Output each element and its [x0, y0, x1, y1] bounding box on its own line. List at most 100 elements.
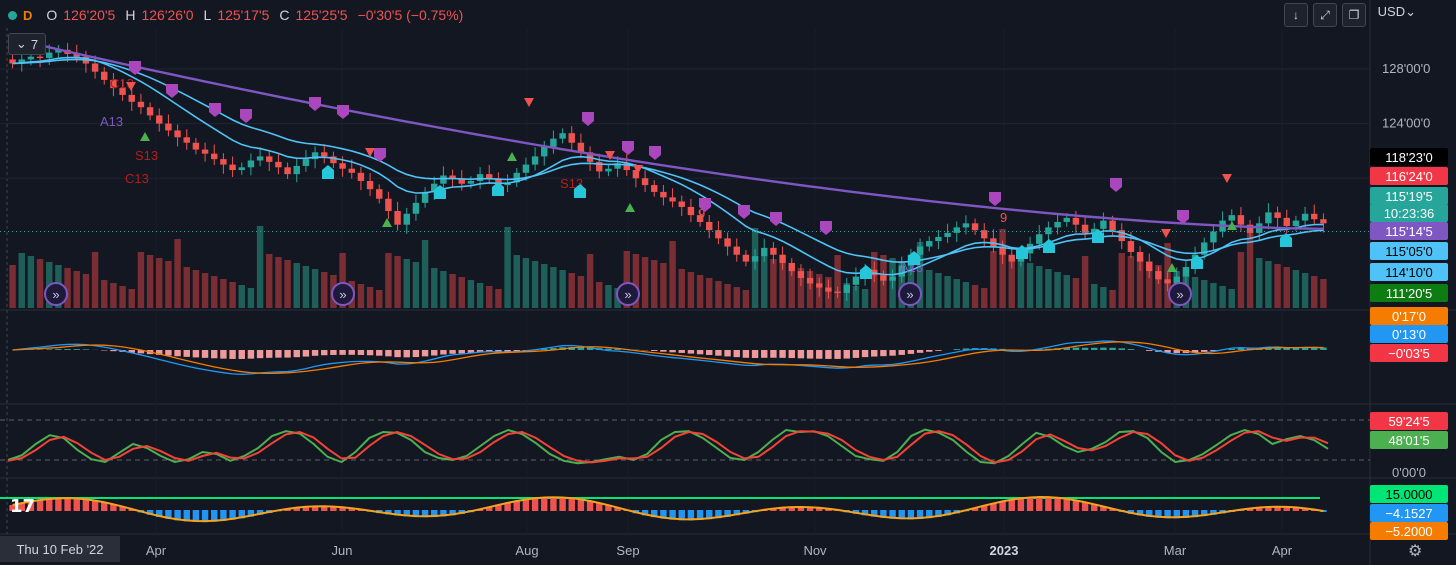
macd-histogram-bar [751, 350, 759, 359]
price-pane[interactable] [0, 37, 1370, 302]
volume-bar [1292, 270, 1300, 308]
up-triangle [1227, 221, 1237, 230]
candle [449, 175, 456, 179]
candle [403, 213, 410, 225]
macd-histogram-bar [962, 348, 970, 350]
osc-bar [889, 510, 896, 519]
volume-bar [898, 261, 905, 308]
osc-bar [971, 507, 979, 511]
osc-bar [449, 510, 456, 516]
osc-label-box [1370, 485, 1448, 503]
volume-bar [110, 283, 117, 308]
volume-bar [211, 276, 218, 308]
macd-histogram-bar [403, 350, 410, 358]
volume-bar [660, 263, 667, 308]
buy-marker [322, 165, 334, 179]
osc-bar [146, 510, 154, 515]
price-label-box [1370, 263, 1448, 281]
volume-bar [696, 275, 704, 308]
osc-bar [229, 510, 236, 520]
macd-histogram-bar [1036, 349, 1043, 350]
osc-bar [605, 505, 612, 511]
expand-button[interactable]: ⤢ [1313, 3, 1337, 27]
currency-select[interactable]: USD⌄ [1378, 4, 1416, 20]
candle [91, 63, 99, 72]
candle [36, 56, 44, 59]
indicator-toggle-button[interactable]: ⌄ 7 [8, 33, 46, 55]
osc-bar [1017, 498, 1025, 511]
osc-bar [311, 506, 319, 511]
volume-bar [687, 272, 695, 308]
buy-marker [574, 184, 586, 198]
osc-bar [256, 510, 264, 515]
osc-bar [385, 510, 392, 515]
candle [779, 254, 786, 263]
macd-histogram-bar [266, 350, 273, 358]
candle [605, 168, 612, 172]
volume-bar [641, 257, 649, 308]
macd-histogram-bar [861, 350, 869, 358]
volume-bar [1210, 283, 1217, 308]
restore-button[interactable]: ❐ [1342, 3, 1366, 27]
macd-histogram-bar [165, 350, 172, 356]
replay-icon [616, 282, 640, 306]
osc-bar [1008, 499, 1015, 511]
volume-bar [834, 255, 841, 308]
volume-bar [1118, 253, 1125, 308]
price-label: 118'23'0 [1385, 150, 1432, 165]
osc-bar [1246, 508, 1254, 511]
candle [1201, 242, 1208, 255]
oscillator-pane[interactable] [0, 496, 1327, 523]
x-tick-label: Jun [332, 543, 353, 558]
candle [1164, 279, 1171, 284]
volume-bar [476, 283, 484, 308]
volume-bar [1091, 284, 1098, 308]
macd-histogram-bar [1118, 348, 1125, 350]
osc-bar [1283, 506, 1290, 511]
osc-bar [394, 510, 401, 516]
price-label: 116'24'0 [1385, 169, 1432, 184]
volume-bar [183, 267, 190, 308]
osc-bar [238, 510, 245, 519]
stoch-label: 48'01'5 [1388, 433, 1429, 448]
macd-histogram-bar [788, 350, 795, 359]
price-label: 115'19'5 [1385, 189, 1432, 204]
osc-bar [1292, 507, 1300, 511]
volume-bar [724, 284, 731, 308]
gear-icon[interactable]: ⚙ [1408, 543, 1423, 560]
interval-badge[interactable]: D [23, 7, 33, 23]
volume-bar [861, 289, 869, 308]
x-tick-label: Sep [616, 543, 639, 558]
osc-bar [880, 510, 887, 518]
volume-bar [1054, 272, 1061, 308]
macd-histogram-bar [458, 350, 465, 354]
osc-bar [568, 498, 575, 511]
time-axis[interactable]: Apr Jun Aug Sep Nov 2023 Mar Apr [146, 543, 1293, 558]
osc-bar [36, 500, 44, 511]
macd-histogram-bar [256, 350, 264, 359]
macd-histogram-bar [1311, 347, 1318, 350]
candle [348, 168, 355, 173]
scroll-down-button[interactable]: ↓ [1284, 3, 1308, 27]
buy-marker [908, 251, 920, 265]
macd-label-box [1370, 344, 1448, 362]
up-triangle [382, 218, 392, 227]
osc-bar [504, 502, 511, 511]
candle [541, 146, 548, 157]
price-label-box [1370, 222, 1448, 240]
osc-bar [27, 501, 35, 511]
osc-bar [660, 510, 667, 519]
stochastic-pane[interactable] [0, 419, 1370, 465]
down-triangle [365, 148, 375, 157]
osc-bar [586, 501, 594, 511]
price-label: 114'10'0 [1385, 265, 1432, 280]
candle [834, 291, 841, 293]
candle [174, 130, 181, 138]
tradingview-logo-icon[interactable]: 17 [10, 496, 36, 517]
candle [128, 94, 135, 102]
price-axis[interactable]: 128'00'0124'00'0120'00'0118'23'0116'24'0… [1370, 61, 1448, 540]
macd-pane[interactable] [12, 340, 1327, 375]
replay-icon-glyph: » [339, 287, 346, 302]
macd-histogram-bar [1173, 350, 1180, 354]
